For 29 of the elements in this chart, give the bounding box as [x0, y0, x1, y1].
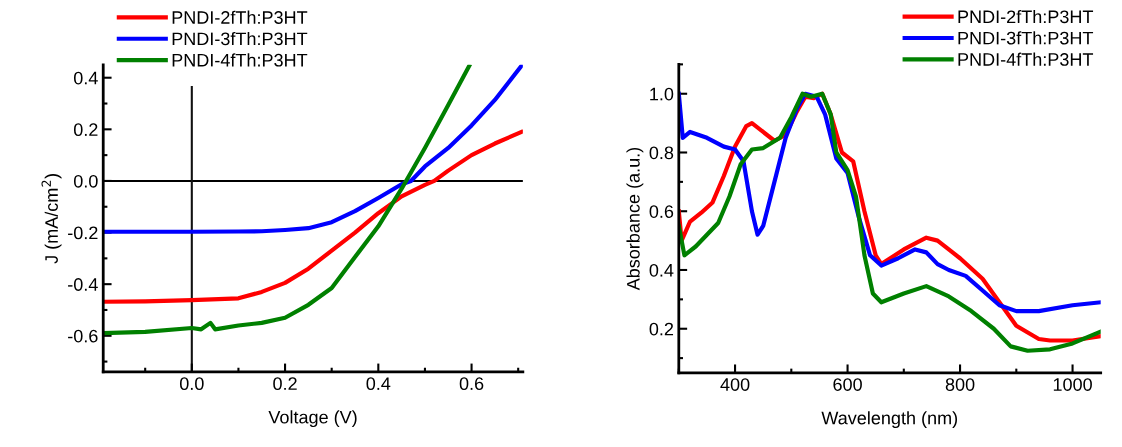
- x-tick-label: 800: [945, 378, 975, 391]
- legend-label: PNDI-3fTh:P3HT: [958, 31, 1094, 45]
- x-tick-label: 600: [833, 378, 862, 391]
- y-tick-label: 0.2: [649, 322, 674, 336]
- x-tick-label: 0.0: [179, 377, 204, 391]
- x-tick-label: 0.2: [273, 377, 297, 391]
- x-axis-title: Voltage (V): [268, 410, 357, 428]
- y-tick-label: -0.6: [68, 329, 98, 343]
- y-tick-label: 0.4: [649, 263, 674, 277]
- x-tick-label: 1000: [1053, 378, 1092, 391]
- y-axis-title: Absorbance (a.u.): [626, 147, 644, 291]
- legend-label: PNDI-4fTh:P3HT: [958, 52, 1094, 66]
- y-tick-label: 0.2: [73, 123, 98, 137]
- y-tick-label: 0.6: [649, 205, 674, 218]
- legend-label: PNDI-3fTh:P3HT: [172, 31, 308, 46]
- x-tick-label: 400: [720, 378, 750, 391]
- legend-label: PNDI-2fTh:P3HT: [172, 10, 308, 24]
- y-tick-label: 0.0: [73, 174, 98, 188]
- y-tick-label: 0.8: [649, 146, 674, 160]
- x-axis-title: Wavelength (nm): [821, 411, 958, 428]
- x-tick-label: 0.6: [459, 377, 484, 391]
- y-tick-label: 1.0: [650, 87, 674, 101]
- y-tick-label: 0.4: [73, 71, 98, 85]
- y-tick-label: -0.4: [68, 278, 98, 291]
- y-axis-title: J (mA/cm$^{2}$): [41, 174, 62, 264]
- legend-label: PNDI-4fTh:P3HT: [172, 53, 308, 67]
- x-tick-label: 0.4: [366, 377, 391, 391]
- y-tick-label: -0.2: [68, 226, 98, 240]
- legend-label: PNDI-2fTh:P3HT: [958, 9, 1094, 24]
